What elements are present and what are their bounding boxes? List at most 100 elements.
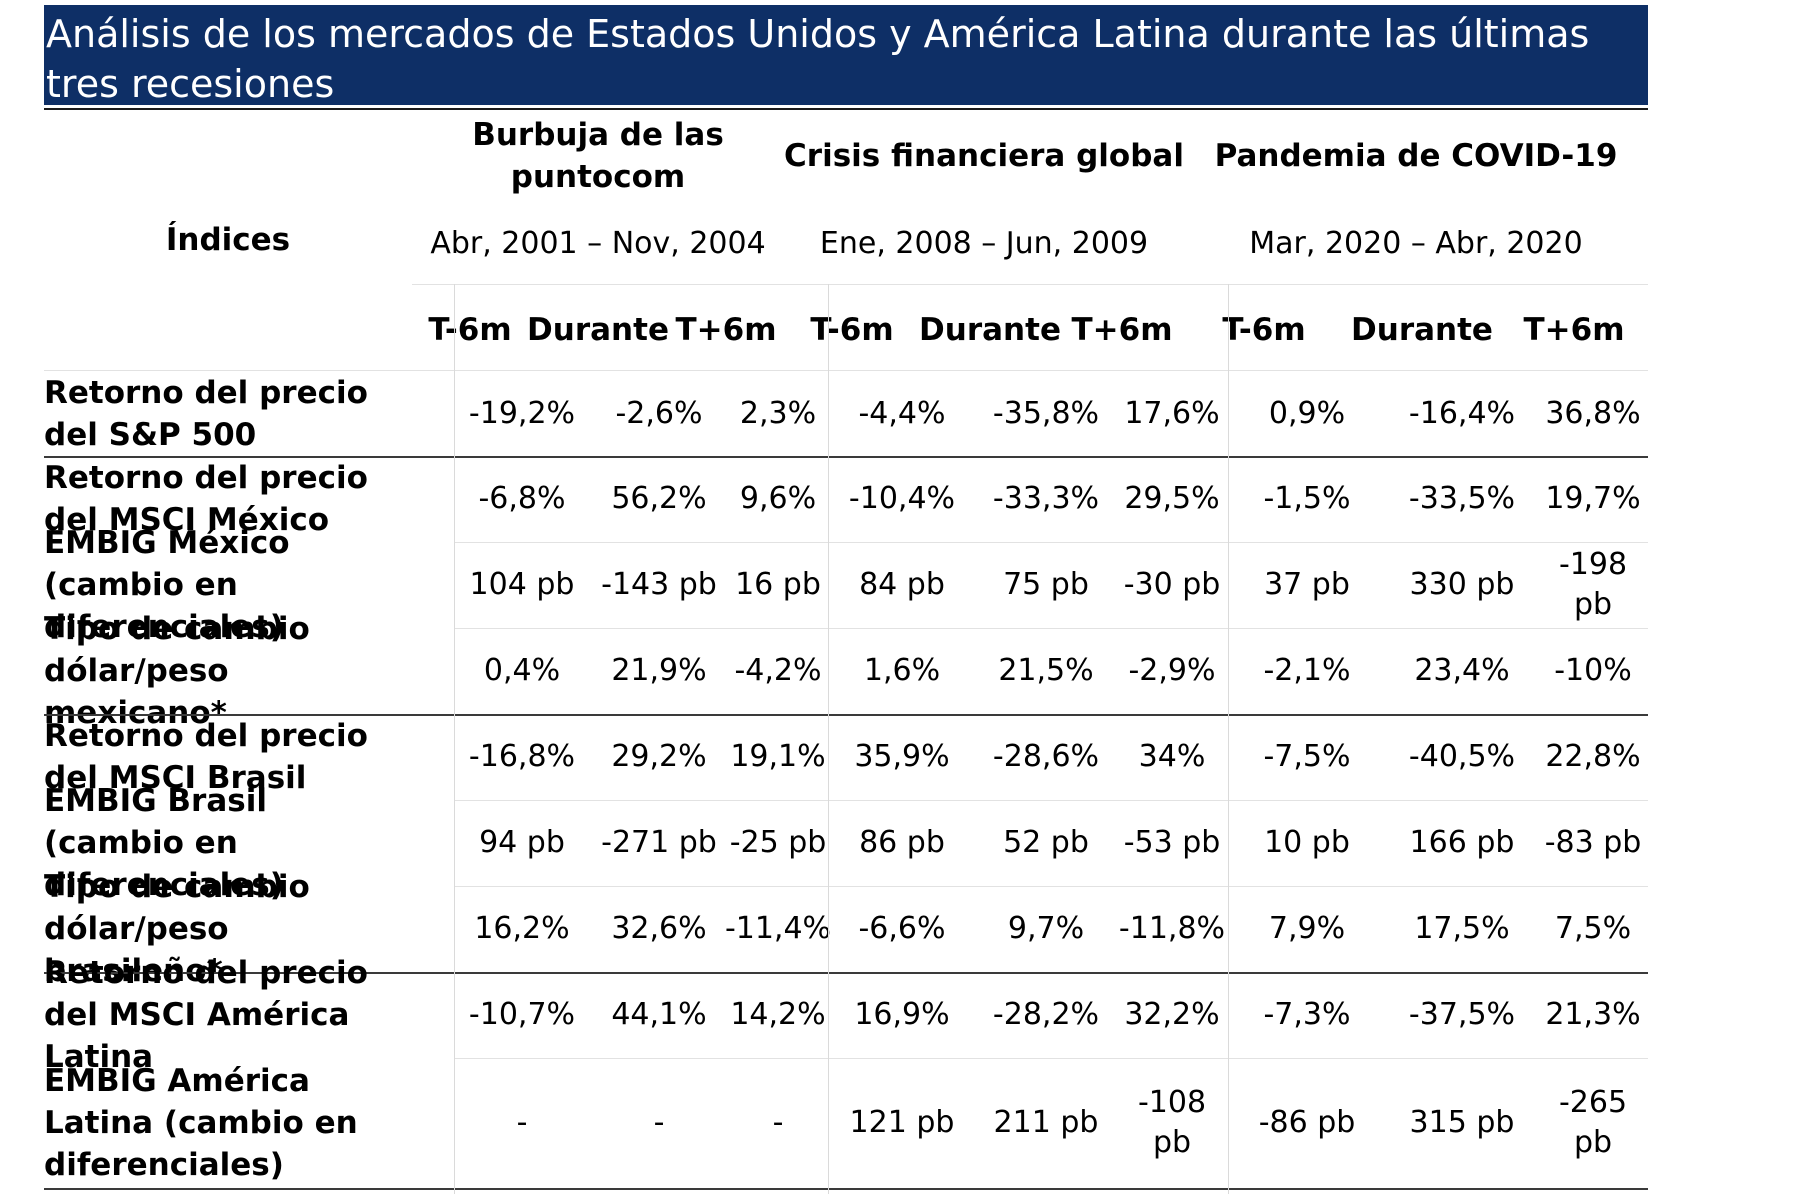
table-cell: -2,1% <box>1263 653 1351 688</box>
table-cell: 32,6% <box>611 911 707 946</box>
table-cell: -108 pb <box>1137 1085 1207 1160</box>
period-name-1: Burbuja de las puntocom <box>472 117 724 195</box>
subheader-t-6m: T-6m <box>810 312 894 348</box>
table-cell: -265 pb <box>1558 1085 1628 1160</box>
table-cell: 35,9% <box>854 739 950 774</box>
period-name-2: Crisis financiera global <box>784 138 1184 174</box>
table-cell: 1,6% <box>863 653 941 688</box>
subheader-divider <box>44 370 1648 371</box>
row-divider <box>44 714 1648 716</box>
table-cell: 52 pb <box>1003 825 1089 860</box>
table-cell: 36,8% <box>1545 396 1641 431</box>
table-cell: -2,9% <box>1128 653 1216 688</box>
row-label: Tipo de cambio dólar/peso brasileño* <box>44 869 310 989</box>
table-cell: 84 pb <box>859 567 945 602</box>
table-cell: 23,4% <box>1414 653 1510 688</box>
row-label: Retorno del precio del MSCI México <box>44 460 368 538</box>
row-divider <box>454 886 1648 887</box>
table-cell: 21,5% <box>998 653 1094 688</box>
period-dates-1: Abr, 2001 – Nov, 2004 <box>430 226 766 261</box>
row-divider <box>454 800 1648 801</box>
table-cell: 19,7% <box>1545 481 1641 516</box>
table-cell: -7,5% <box>1263 739 1351 774</box>
table-cell: - <box>516 1105 528 1140</box>
table-title: Análisis de los mercados de Estados Unid… <box>44 5 1648 108</box>
table-cell: 34% <box>1138 739 1206 774</box>
table-cell: 16,2% <box>474 911 570 946</box>
table-cell: 29,2% <box>611 739 707 774</box>
table-cell: -11,8% <box>1118 911 1226 946</box>
subheader-durante: Durante <box>1351 312 1493 348</box>
table-cell: 22,8% <box>1545 739 1641 774</box>
row-label: Retorno del precio del MSCI América Lati… <box>44 955 368 1075</box>
table-cell: 9,6% <box>739 481 817 516</box>
table-cell: 121 pb <box>849 1105 955 1140</box>
title-rule <box>44 108 1648 110</box>
table-cell: -83 pb <box>1544 825 1642 860</box>
table-cell: 2,3% <box>739 396 817 431</box>
table-cell: -2,6% <box>615 396 703 431</box>
table-cell: -33,5% <box>1408 481 1516 516</box>
table-cell: 211 pb <box>993 1105 1099 1140</box>
table-cell: -6,6% <box>858 911 946 946</box>
table-cell: -4,4% <box>858 396 946 431</box>
table-cell: -6,8% <box>478 481 566 516</box>
table-cell: -143 pb <box>601 567 717 602</box>
table-cell: 75 pb <box>1003 567 1089 602</box>
row-divider <box>44 972 1648 974</box>
table-cell: -33,3% <box>992 481 1100 516</box>
table-cell: -19,2% <box>468 396 576 431</box>
table-cell: -28,6% <box>992 739 1100 774</box>
table-cell: -7,3% <box>1263 997 1351 1032</box>
table-cell: -16,4% <box>1408 396 1516 431</box>
table-cell: -198 pb <box>1558 547 1628 622</box>
index-header: Índices <box>165 222 291 258</box>
table-cell: 32,2% <box>1124 997 1220 1032</box>
table-cell: 7,5% <box>1554 911 1632 946</box>
table-cell: -40,5% <box>1408 739 1516 774</box>
row-divider <box>454 542 1648 543</box>
table-cell: 330 pb <box>1409 567 1515 602</box>
table-cell: 19,1% <box>730 739 826 774</box>
column-divider <box>1228 284 1229 1194</box>
table-cell: 9,7% <box>1007 911 1085 946</box>
table-cell: 14,2% <box>730 997 826 1032</box>
subheader-t+6m: T+6m <box>1523 312 1625 348</box>
period-dates-3: Mar, 2020 – Abr, 2020 <box>1249 226 1583 261</box>
table-cell: -86 pb <box>1258 1105 1356 1140</box>
table-cell: 0,4% <box>483 653 561 688</box>
table-cell: -10,7% <box>468 997 576 1032</box>
table-cell: -10% <box>1554 653 1632 688</box>
table-cell: -53 pb <box>1123 825 1221 860</box>
table-cell: -37,5% <box>1408 997 1516 1032</box>
column-divider <box>454 284 455 1194</box>
dates-divider <box>412 284 1648 285</box>
table-cell: -35,8% <box>992 396 1100 431</box>
table-cell: 37 pb <box>1264 567 1350 602</box>
table-cell: 0,9% <box>1268 396 1346 431</box>
row-label: EMBIG América Latina (cambio en diferenc… <box>44 1063 358 1183</box>
table-cell: 17,6% <box>1124 396 1220 431</box>
table-cell: 44,1% <box>611 997 707 1032</box>
table-cell: -1,5% <box>1263 481 1351 516</box>
table-cell: -28,2% <box>992 997 1100 1032</box>
table-cell: 29,5% <box>1124 481 1220 516</box>
table-cell: -271 pb <box>601 825 717 860</box>
table-cell: -10,4% <box>848 481 956 516</box>
row-label: Retorno del precio del S&P 500 <box>44 375 368 453</box>
table-cell: -4,2% <box>734 653 822 688</box>
table-cell: -30 pb <box>1123 567 1221 602</box>
table-cell: -16,8% <box>468 739 576 774</box>
row-divider <box>44 1188 1648 1190</box>
row-divider <box>454 628 1648 629</box>
subheader-t-6m: T-6m <box>428 312 512 348</box>
subheader-t+6m: T+6m <box>675 312 777 348</box>
table-cell: 56,2% <box>611 481 707 516</box>
table-cell: - <box>653 1105 665 1140</box>
table-cell: - <box>772 1105 784 1140</box>
subheader-t+6m: T+6m <box>1071 312 1173 348</box>
row-divider <box>454 1058 1648 1059</box>
table-cell: -11,4% <box>724 911 832 946</box>
table-cell: 94 pb <box>479 825 565 860</box>
table-cell: 166 pb <box>1409 825 1515 860</box>
